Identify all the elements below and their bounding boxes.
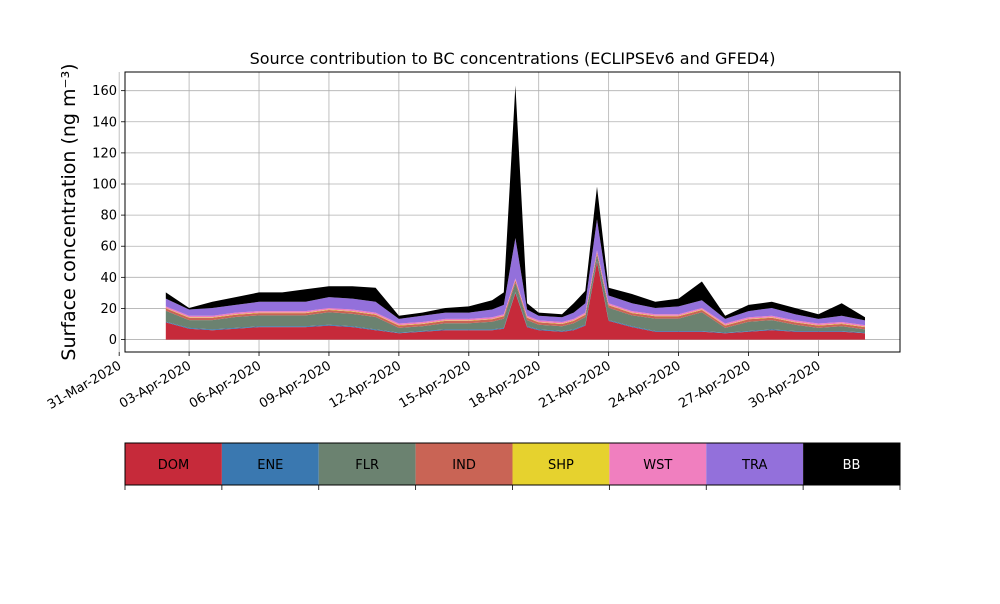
x-tick-label: 18-Apr-2020 xyxy=(467,358,544,411)
area-dom xyxy=(165,261,866,340)
x-tick-label: 30-Apr-2020 xyxy=(746,358,823,411)
chart-title: Source contribution to BC concentrations… xyxy=(250,49,776,68)
y-tick-label: 60 xyxy=(100,240,117,255)
plot-frame xyxy=(124,71,901,353)
area-flr xyxy=(165,254,866,333)
x-axis: 31-Mar-202003-Apr-202006-Apr-202009-Apr-… xyxy=(45,352,823,413)
legend-label: DOM xyxy=(158,458,189,473)
y-tick-label: 120 xyxy=(92,146,117,161)
legend-swatch-shp xyxy=(512,443,610,485)
x-tick-label: 09-Apr-2020 xyxy=(257,358,334,411)
x-tick-label: 06-Apr-2020 xyxy=(187,358,264,411)
x-tick-label: 21-Apr-2020 xyxy=(537,358,614,411)
y-tick-label: 140 xyxy=(92,115,117,130)
legend-swatch-ind xyxy=(415,443,513,485)
legend-swatch-bb xyxy=(803,443,900,485)
legend-swatch-dom xyxy=(125,443,222,485)
x-tick-label: 15-Apr-2020 xyxy=(397,358,474,411)
x-tick-label: 27-Apr-2020 xyxy=(676,358,753,411)
y-axis-label: Surface concentration (ng m⁻³) xyxy=(58,63,80,360)
area-bb xyxy=(165,85,866,321)
legend-swatch-tra xyxy=(706,443,804,485)
y-tick-label: 40 xyxy=(100,271,117,286)
y-tick-label: 0 xyxy=(109,333,117,348)
x-tick-label: 12-Apr-2020 xyxy=(327,358,404,411)
legend-swatch-ene xyxy=(221,443,319,485)
legend-swatch-wst xyxy=(609,443,707,485)
legend-label: FLR xyxy=(355,458,379,473)
x-tick-label: 03-Apr-2020 xyxy=(117,358,194,411)
x-tick-label: 24-Apr-2020 xyxy=(606,358,683,411)
area-tra xyxy=(165,219,866,326)
legend-swatch-flr xyxy=(318,443,416,485)
y-axis: 0 20 40 60 80 100 120 140 160 xyxy=(92,84,125,348)
y-tick-label: 160 xyxy=(92,84,117,99)
legend-label: ENE xyxy=(257,458,283,473)
area-series xyxy=(165,85,866,340)
y-tick-label: 20 xyxy=(100,302,117,317)
legend-label: IND xyxy=(452,458,476,473)
legend-label: BB xyxy=(843,458,861,473)
legend-colorbar: DOM ENE FLR IND SHP WST TRA BB xyxy=(124,442,901,490)
legend-label: SHP xyxy=(548,458,574,473)
y-tick-label: 80 xyxy=(100,209,117,224)
x-tick-label: 31-Mar-2020 xyxy=(45,358,124,412)
y-tick-label: 100 xyxy=(92,178,117,193)
legend-label: WST xyxy=(643,458,672,473)
legend-label: TRA xyxy=(741,458,767,473)
